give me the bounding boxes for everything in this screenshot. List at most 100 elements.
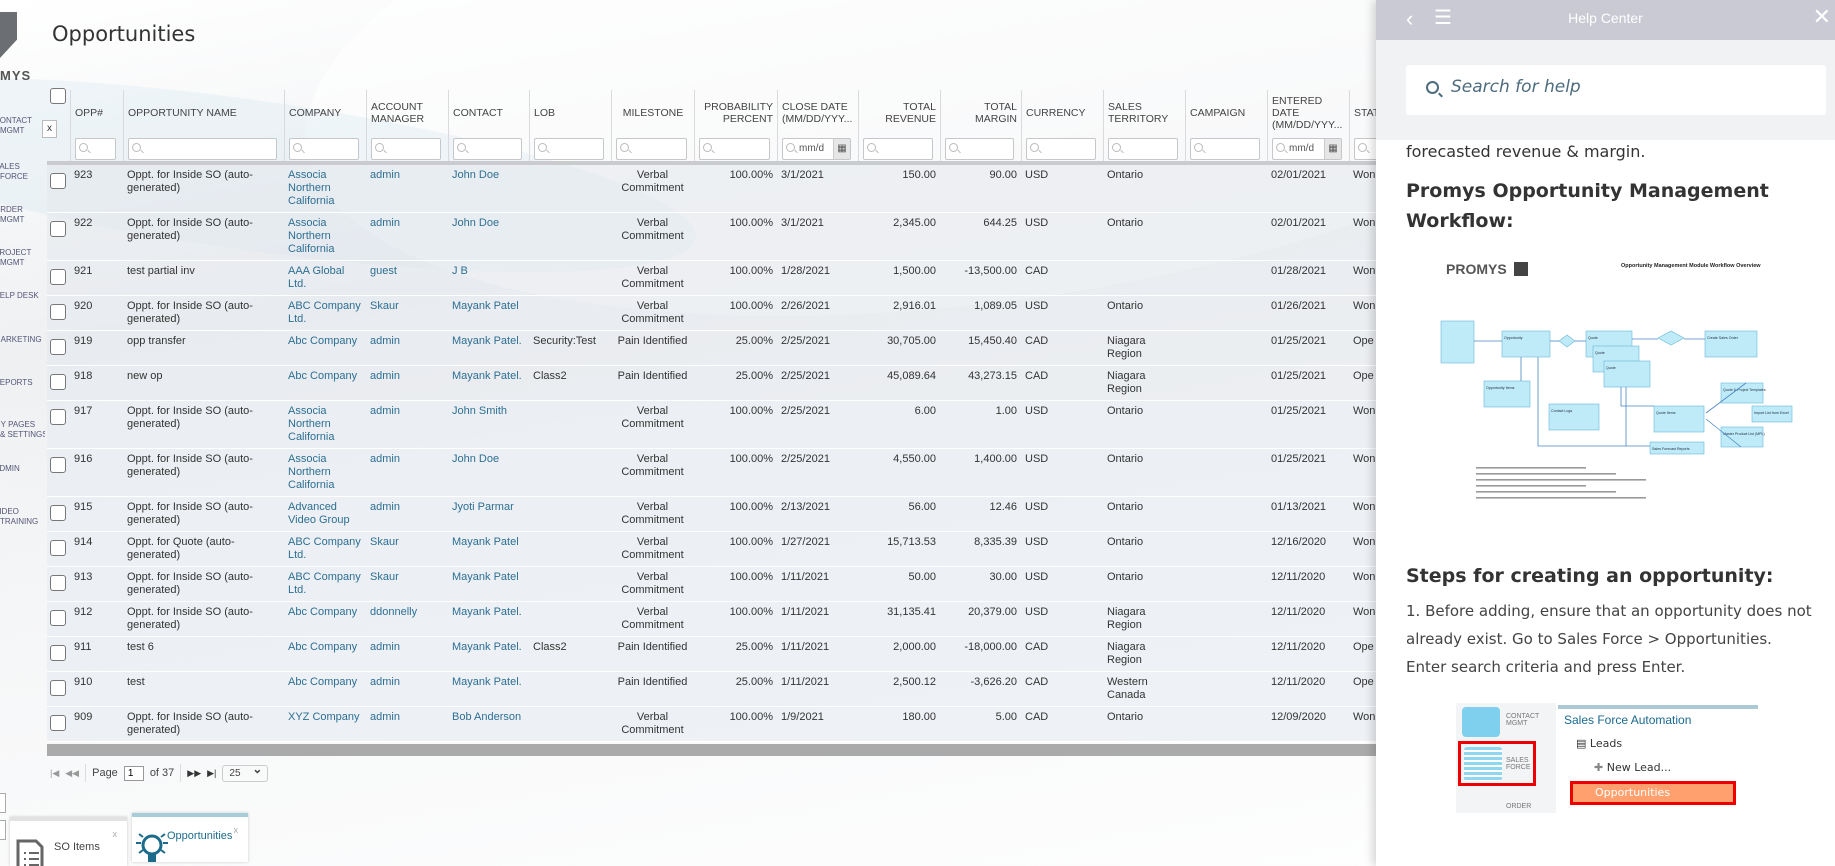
- sidebar-item-my-pages-settings[interactable]: MY PAGES & SETTINGS: [0, 420, 45, 439]
- column-header-name[interactable]: OPPORTUNITY NAME: [123, 90, 284, 165]
- filter-input-currency[interactable]: [1026, 138, 1096, 160]
- cell-contact[interactable]: Mayank Patel.: [452, 676, 522, 688]
- cell-manager[interactable]: guest: [370, 265, 397, 277]
- close-icon[interactable]: ✕: [1812, 4, 1831, 29]
- table-row[interactable]: 921 test partial inv AAA Global Ltd. guest J…: [47, 261, 1447, 296]
- cell-contact[interactable]: Mayank Patel: [452, 300, 519, 312]
- filter-input-lob[interactable]: [534, 138, 604, 160]
- sidebar-item-admin[interactable]: ADMIN: [0, 464, 20, 473]
- sidebar-item-order-mgmt[interactable]: ORDER MGMT: [0, 205, 25, 224]
- cell-manager[interactable]: admin: [370, 217, 400, 229]
- page-size-select[interactable]: 25: [222, 762, 269, 782]
- filter-input-close[interactable]: mm/d ▦: [782, 138, 851, 160]
- table-row[interactable]: 915 Oppt. for Inside SO (auto-generated) A…: [47, 497, 1447, 532]
- clear-filter-button[interactable]: x: [42, 120, 57, 138]
- column-header-entered[interactable]: ENTERED DATE (MM/DD/YYY...: [1267, 90, 1349, 165]
- table-row[interactable]: 917 Oppt. for Inside SO (auto-generated) A…: [47, 401, 1447, 449]
- column-header-close[interactable]: CLOSE DATE (MM/DD/YYY...: [777, 90, 858, 165]
- column-header-currency[interactable]: CURRENCY: [1021, 90, 1103, 165]
- prev-page-icon[interactable]: ◀◀: [65, 767, 80, 778]
- cell-manager[interactable]: admin: [370, 641, 400, 653]
- column-header-margin[interactable]: TOTAL MARGIN: [940, 90, 1021, 165]
- cell-company[interactable]: Associa Northern California: [288, 453, 335, 491]
- row-checkbox[interactable]: [50, 680, 66, 696]
- cell-contact[interactable]: John Smith: [452, 405, 508, 417]
- cell-contact[interactable]: John Doe: [452, 217, 500, 229]
- cell-manager[interactable]: admin: [370, 335, 400, 347]
- column-header-campaign[interactable]: CAMPAIGN: [1185, 90, 1267, 165]
- filter-input-margin[interactable]: [945, 138, 1014, 160]
- filter-input-revenue[interactable]: [863, 138, 933, 160]
- menu-icon[interactable]: ☰: [1434, 7, 1452, 29]
- help-search-input[interactable]: [1451, 77, 1801, 97]
- cell-contact[interactable]: Mayank Patel.: [452, 641, 522, 653]
- cell-contact[interactable]: Bob Anderson: [452, 711, 522, 723]
- row-checkbox[interactable]: [50, 304, 66, 320]
- table-row[interactable]: 916 Oppt. for Inside SO (auto-generated) A…: [47, 449, 1447, 497]
- cell-company[interactable]: Advanced Video Group: [288, 501, 350, 526]
- cell-contact[interactable]: John Doe: [452, 169, 500, 181]
- cell-manager[interactable]: admin: [370, 453, 400, 465]
- select-all-checkbox[interactable]: [50, 88, 66, 104]
- column-header-revenue[interactable]: TOTAL REVENUE: [858, 90, 940, 165]
- filter-input-entered[interactable]: mm/d ▦: [1272, 138, 1342, 160]
- side-control[interactable]: [0, 820, 6, 840]
- next-page-icon[interactable]: ▶▶: [187, 767, 202, 778]
- cell-company[interactable]: ABC Company Ltd.: [288, 571, 361, 596]
- sidebar-item-help-desk[interactable]: HELP DESK: [0, 291, 39, 300]
- table-row[interactable]: 920 Oppt. for Inside SO (auto-generated) A…: [47, 296, 1447, 331]
- cell-contact[interactable]: Mayank Patel.: [452, 606, 522, 618]
- cell-contact[interactable]: J B: [452, 265, 468, 277]
- cell-manager[interactable]: admin: [370, 370, 400, 382]
- cell-manager[interactable]: Skaur: [370, 571, 399, 583]
- filter-input-manager[interactable]: [371, 138, 441, 160]
- sidebar-item-video-training[interactable]: VIDEO TRAINING: [0, 507, 39, 526]
- side-control[interactable]: [0, 793, 6, 813]
- horizontal-scrollbar[interactable]: [47, 744, 1377, 756]
- cell-contact[interactable]: Jyoti Parmar: [452, 501, 514, 513]
- cell-company[interactable]: ABC Company Ltd.: [288, 536, 361, 561]
- filter-input-territory[interactable]: [1108, 138, 1178, 160]
- table-row[interactable]: 910 test Abc Company admin Mayank Patel. Pain…: [47, 672, 1447, 707]
- cell-contact[interactable]: Mayank Patel.: [452, 335, 522, 347]
- page-number-input[interactable]: [123, 765, 144, 781]
- column-header-territory[interactable]: SALES TERRITORY: [1103, 90, 1185, 165]
- cell-manager[interactable]: ddonnelly: [370, 606, 418, 618]
- first-page-icon[interactable]: |◀: [50, 767, 60, 778]
- close-tab-icon[interactable]: x: [112, 829, 118, 839]
- filter-input-name[interactable]: [128, 138, 277, 160]
- cell-company[interactable]: Associa Northern California: [288, 217, 335, 255]
- row-checkbox[interactable]: [50, 374, 66, 390]
- row-checkbox[interactable]: [50, 339, 66, 355]
- cell-contact[interactable]: Mayank Patel: [452, 571, 519, 583]
- row-checkbox[interactable]: [50, 457, 66, 473]
- cell-company[interactable]: Abc Company: [288, 370, 358, 382]
- filter-input-campaign[interactable]: [1190, 138, 1260, 160]
- tab-so-items[interactable]: SO Items x: [10, 817, 127, 866]
- cell-contact[interactable]: Mayank Patel.: [452, 370, 522, 382]
- cell-company[interactable]: Associa Northern California: [288, 405, 335, 443]
- cell-company[interactable]: XYZ Company: [288, 711, 360, 723]
- table-row[interactable]: 919 opp transfer Abc Company admin Mayank Pa…: [47, 331, 1447, 366]
- cell-contact[interactable]: John Doe: [452, 453, 500, 465]
- cell-manager[interactable]: admin: [370, 405, 400, 417]
- cell-manager[interactable]: Skaur: [370, 300, 399, 312]
- cell-manager[interactable]: admin: [370, 169, 400, 181]
- sidebar-item-reports[interactable]: REPORTS: [0, 378, 33, 387]
- cell-contact[interactable]: Mayank Patel: [452, 536, 519, 548]
- table-row[interactable]: 914 Oppt. for Quote (auto-generated) ABC C…: [47, 532, 1447, 567]
- row-checkbox[interactable]: [50, 269, 66, 285]
- table-row[interactable]: 918 new op Abc Company admin Mayank Patel. Cl…: [47, 366, 1447, 401]
- cell-company[interactable]: Abc Company: [288, 606, 358, 618]
- row-checkbox[interactable]: [50, 645, 66, 661]
- sidebar-item-contact-mgmt[interactable]: CONTACT MGMT: [0, 116, 33, 135]
- tab-opportunities[interactable]: Opportunities x: [132, 813, 248, 862]
- column-header-opp[interactable]: OPP#: [70, 90, 123, 165]
- row-checkbox[interactable]: [50, 221, 66, 237]
- filter-input-opp[interactable]: [75, 138, 116, 160]
- table-row[interactable]: 923 Oppt. for Inside SO (auto-generated) A…: [47, 165, 1447, 213]
- filter-input-prob[interactable]: [699, 138, 770, 160]
- filter-input-company[interactable]: [289, 138, 359, 160]
- cell-company[interactable]: Abc Company: [288, 641, 358, 653]
- cell-company[interactable]: Abc Company: [288, 676, 358, 688]
